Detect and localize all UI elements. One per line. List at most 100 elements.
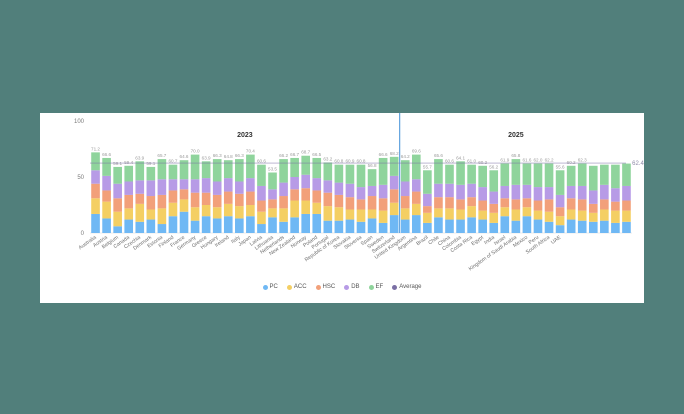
bar-segment-db[interactable]: [588, 190, 598, 204]
bar-segment-acc[interactable]: [356, 209, 366, 222]
bar-segment-acc[interactable]: [445, 208, 454, 220]
bar-segment-acc[interactable]: [268, 208, 277, 218]
bar-segment-pc[interactable]: [301, 213, 311, 233]
bar-segment-pc[interactable]: [323, 220, 333, 233]
bar-segment-acc[interactable]: [157, 208, 167, 225]
bar-segment-pc[interactable]: [190, 220, 200, 233]
bar-segment-acc[interactable]: [511, 209, 521, 221]
bar-segment-hsc[interactable]: [102, 190, 111, 202]
bar-segment-pc[interactable]: [600, 220, 609, 233]
bar-segment-ef[interactable]: [400, 160, 410, 182]
bar-segment-db[interactable]: [301, 174, 311, 189]
bar-segment-hsc[interactable]: [378, 198, 388, 211]
bar-segment-acc[interactable]: [190, 207, 200, 221]
bar-segment-db[interactable]: [312, 178, 322, 191]
bar-segment-hsc[interactable]: [577, 199, 587, 211]
bar-segment-ef[interactable]: [124, 165, 134, 182]
bar-segment-ef[interactable]: [378, 157, 388, 185]
bar-segment-hsc[interactable]: [533, 200, 543, 211]
bar-segment-hsc[interactable]: [246, 191, 255, 205]
bar-segment-pc[interactable]: [268, 217, 277, 233]
bar-segment-hsc[interactable]: [179, 189, 189, 200]
bar-segment-db[interactable]: [555, 194, 565, 208]
bar-segment-db[interactable]: [334, 182, 344, 195]
bar-segment-pc[interactable]: [235, 218, 244, 233]
bar-segment-db[interactable]: [113, 183, 122, 199]
bar-segment-pc[interactable]: [356, 221, 366, 233]
bar-segment-hsc[interactable]: [367, 196, 377, 210]
bar-segment-acc[interactable]: [489, 212, 499, 223]
bar-segment-ef[interactable]: [201, 161, 211, 179]
bar-segment-ef[interactable]: [212, 159, 222, 182]
bar-segment-db[interactable]: [478, 187, 487, 201]
bar-segment-ef[interactable]: [312, 157, 322, 179]
bar-segment-pc[interactable]: [290, 217, 299, 233]
bar-segment-ef[interactable]: [157, 159, 167, 180]
bar-segment-acc[interactable]: [201, 205, 211, 217]
bar-segment-hsc[interactable]: [113, 198, 122, 212]
bar-segment-ef[interactable]: [522, 163, 532, 185]
bar-segment-db[interactable]: [566, 185, 576, 199]
bar-segment-hsc[interactable]: [257, 200, 266, 212]
bar-segment-pc[interactable]: [279, 221, 288, 233]
bar-segment-acc[interactable]: [456, 209, 465, 220]
bar-segment-hsc[interactable]: [600, 199, 609, 210]
bar-segment-db[interactable]: [378, 184, 388, 199]
bar-segment-pc[interactable]: [135, 221, 145, 233]
bar-segment-ef[interactable]: [577, 163, 587, 186]
bar-segment-db[interactable]: [201, 178, 211, 193]
bar-segment-ef[interactable]: [168, 164, 178, 180]
bar-segment-ef[interactable]: [268, 172, 277, 190]
bar-segment-acc[interactable]: [478, 210, 487, 220]
bar-segment-ef[interactable]: [235, 159, 244, 182]
bar-segment-hsc[interactable]: [135, 193, 145, 204]
bar-segment-hsc[interactable]: [323, 192, 333, 207]
bar-segment-hsc[interactable]: [400, 196, 410, 209]
bar-segment-ef[interactable]: [389, 156, 399, 176]
bar-segment-acc[interactable]: [411, 203, 421, 216]
bar-segment-pc[interactable]: [223, 216, 233, 233]
legend-item-pc[interactable]: PC: [262, 284, 278, 290]
bar-segment-ef[interactable]: [500, 163, 510, 186]
bar-segment-hsc[interactable]: [212, 194, 222, 208]
bar-segment-db[interactable]: [135, 180, 145, 194]
bar-segment-db[interactable]: [611, 188, 620, 202]
bar-segment-hsc[interactable]: [356, 199, 366, 210]
bar-segment-hsc[interactable]: [500, 198, 510, 208]
bar-segment-pc[interactable]: [179, 211, 189, 233]
bar-segment-acc[interactable]: [555, 216, 565, 226]
bar-segment-ef[interactable]: [423, 170, 432, 194]
bar-segment-hsc[interactable]: [411, 191, 421, 204]
bar-segment-acc[interactable]: [500, 207, 510, 217]
bar-segment-acc[interactable]: [622, 210, 631, 222]
bar-segment-acc[interactable]: [257, 211, 266, 225]
bar-segment-acc[interactable]: [135, 203, 145, 222]
bar-segment-hsc[interactable]: [124, 194, 134, 209]
bar-segment-acc[interactable]: [467, 206, 476, 218]
bar-segment-db[interactable]: [622, 185, 631, 201]
bar-segment-acc[interactable]: [434, 208, 443, 218]
bar-segment-ef[interactable]: [611, 164, 620, 189]
bar-segment-db[interactable]: [367, 185, 377, 197]
bar-segment-hsc[interactable]: [201, 192, 211, 205]
bar-segment-pc[interactable]: [423, 222, 432, 233]
bar-segment-ef[interactable]: [533, 163, 543, 188]
bar-segment-pc[interactable]: [201, 216, 211, 233]
bar-segment-ef[interactable]: [135, 161, 145, 181]
bar-segment-ef[interactable]: [257, 164, 266, 186]
bar-segment-acc[interactable]: [179, 199, 189, 212]
bar-segment-ef[interactable]: [345, 164, 355, 184]
bar-segment-hsc[interactable]: [312, 190, 322, 203]
bar-segment-db[interactable]: [235, 181, 244, 194]
bar-segment-hsc[interactable]: [301, 188, 311, 201]
bar-segment-pc[interactable]: [334, 220, 344, 233]
bar-segment-ef[interactable]: [456, 161, 465, 185]
bar-segment-pc[interactable]: [400, 219, 410, 233]
bar-segment-db[interactable]: [223, 178, 233, 192]
bar-segment-pc[interactable]: [257, 224, 266, 233]
bar-segment-hsc[interactable]: [522, 198, 532, 208]
bar-segment-pc[interactable]: [511, 220, 521, 233]
bar-segment-acc[interactable]: [146, 209, 156, 220]
legend-item-hsc[interactable]: HSC: [315, 284, 335, 290]
bar-segment-acc[interactable]: [400, 208, 410, 220]
